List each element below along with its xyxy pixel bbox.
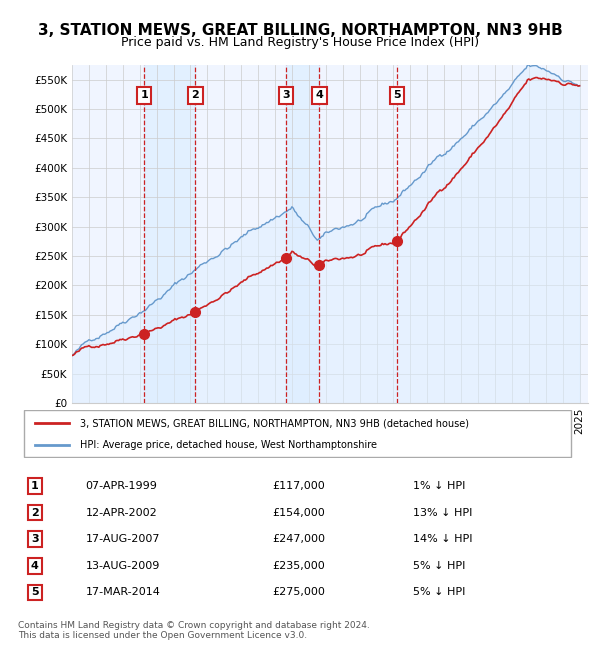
Text: £154,000: £154,000 (272, 508, 325, 517)
Text: 14% ↓ HPI: 14% ↓ HPI (413, 534, 472, 544)
Text: 13-AUG-2009: 13-AUG-2009 (86, 561, 160, 571)
Text: Price paid vs. HM Land Registry's House Price Index (HPI): Price paid vs. HM Land Registry's House … (121, 36, 479, 49)
Text: 3, STATION MEWS, GREAT BILLING, NORTHAMPTON, NN3 9HB (detached house): 3, STATION MEWS, GREAT BILLING, NORTHAMP… (80, 418, 469, 428)
Text: HPI: Average price, detached house, West Northamptonshire: HPI: Average price, detached house, West… (80, 439, 377, 450)
Text: 3: 3 (31, 534, 39, 544)
Text: 4: 4 (31, 561, 39, 571)
Text: 3, STATION MEWS, GREAT BILLING, NORTHAMPTON, NN3 9HB: 3, STATION MEWS, GREAT BILLING, NORTHAMP… (38, 23, 562, 38)
Text: 2: 2 (31, 508, 39, 517)
Text: 13% ↓ HPI: 13% ↓ HPI (413, 508, 472, 517)
Text: 4: 4 (316, 90, 323, 100)
Text: 5% ↓ HPI: 5% ↓ HPI (413, 561, 465, 571)
Bar (144, 65, 196, 403)
Text: 17-MAR-2014: 17-MAR-2014 (86, 588, 161, 597)
Text: 1: 1 (31, 481, 39, 491)
Bar (286, 65, 319, 403)
Text: 17-AUG-2007: 17-AUG-2007 (86, 534, 160, 544)
Text: £235,000: £235,000 (272, 561, 325, 571)
Text: £247,000: £247,000 (272, 534, 325, 544)
Text: 5: 5 (31, 588, 39, 597)
Text: 5: 5 (393, 90, 401, 100)
Text: 07-APR-1999: 07-APR-1999 (86, 481, 158, 491)
Text: 3: 3 (282, 90, 289, 100)
Text: 12-APR-2002: 12-APR-2002 (86, 508, 157, 517)
Text: £275,000: £275,000 (272, 588, 325, 597)
Text: 1: 1 (140, 90, 148, 100)
Text: 1% ↓ HPI: 1% ↓ HPI (413, 481, 465, 491)
Text: 5% ↓ HPI: 5% ↓ HPI (413, 588, 465, 597)
Text: £117,000: £117,000 (272, 481, 325, 491)
Text: 2: 2 (191, 90, 199, 100)
Text: Contains HM Land Registry data © Crown copyright and database right 2024.
This d: Contains HM Land Registry data © Crown c… (18, 621, 370, 640)
FancyBboxPatch shape (23, 411, 571, 458)
